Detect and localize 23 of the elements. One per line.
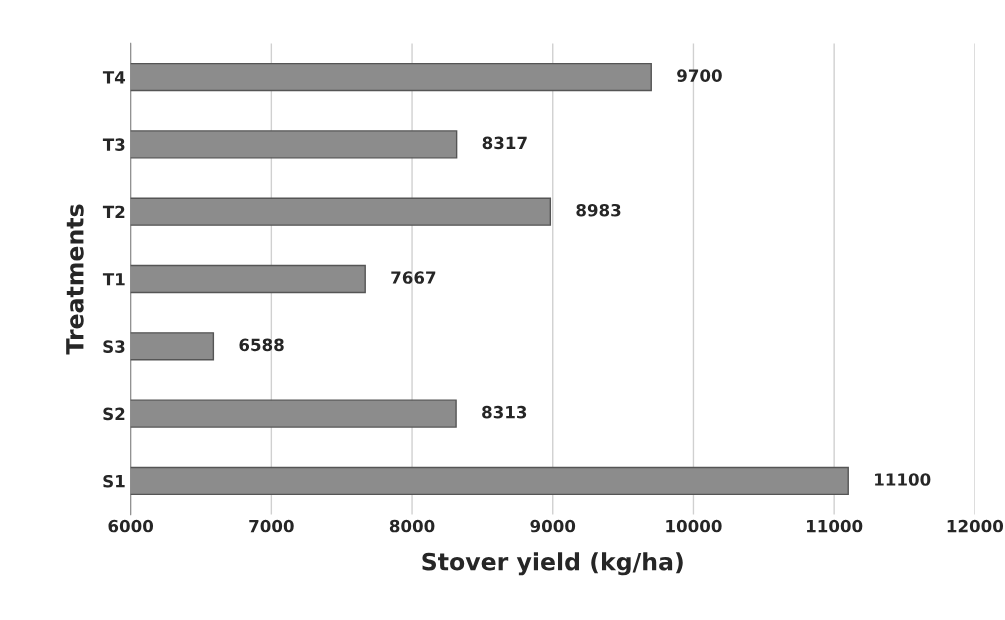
y-axis-title: Treatments [66,204,84,355]
data-label: 8313 [482,405,527,419]
y-tick-label: T3 [102,138,125,151]
data-label: 9700 [677,69,722,82]
x-axis-title: Stover yield (kg/ha) [422,552,683,576]
data-label: 6588 [239,338,284,352]
data-label: 8983 [576,203,621,217]
y-tick-label: T2 [102,205,125,219]
y-tick-label: T1 [102,273,125,286]
y-tick-label: S3 [103,340,125,353]
data-label: 11100 [875,473,931,486]
x-tick-label: 12000 [947,519,1004,533]
y-tick-label: T4 [102,71,126,84]
data-label: 8317 [482,136,527,150]
x-tick-label: 9000 [530,519,576,533]
data-label: 7667 [391,271,436,284]
x-tick-label: 11000 [807,519,863,533]
y-tick-label: S1 [103,474,125,488]
x-tick-label: 8000 [389,519,435,533]
x-tick-label: 6000 [108,519,154,533]
x-tick-label: 7000 [249,519,294,533]
x-tick-label: 10000 [666,519,722,533]
y-tick-label: S2 [103,407,125,421]
